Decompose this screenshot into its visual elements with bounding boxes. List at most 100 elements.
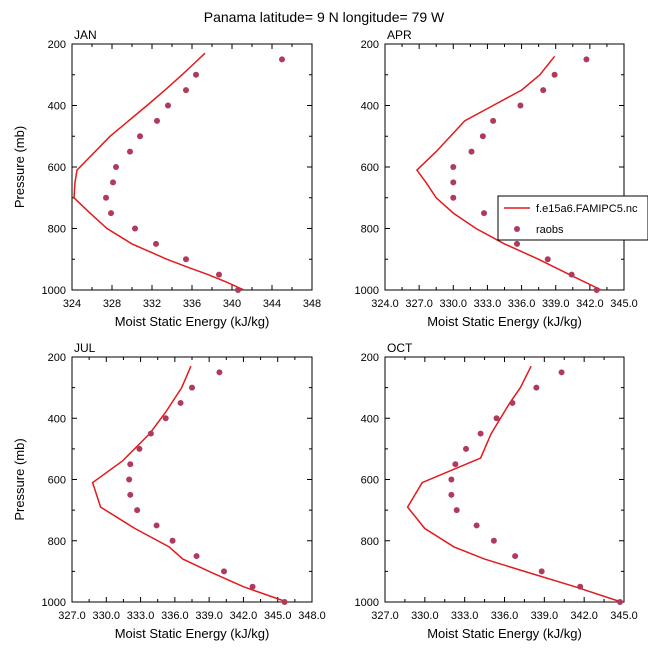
raobs-point xyxy=(147,430,154,437)
panel-jul: 327.0 330.0 333.0 336.0 339.0 342.0 345.0 348.0… xyxy=(12,341,326,641)
x-tick-label: 328 xyxy=(103,298,121,310)
raobs-point xyxy=(193,553,200,560)
y-axis-label: Pressure (mb) xyxy=(12,438,27,520)
raobs-point xyxy=(490,537,497,544)
raobs-point xyxy=(137,133,143,140)
raobs-point xyxy=(113,164,119,170)
figure-title: Panama latitude= 9 N longitude= 79 W xyxy=(204,9,445,25)
raobs-point xyxy=(216,369,223,376)
x-tick-label: 333.0 xyxy=(127,610,155,622)
panel-title: JAN xyxy=(74,28,97,42)
raobs-point xyxy=(490,117,497,124)
y-tick-label: 1000 xyxy=(42,597,66,609)
raobs-point xyxy=(577,583,584,590)
x-axis-label: Moist Static Energy (kJ/kg) xyxy=(427,314,582,329)
raobs-point xyxy=(177,399,184,406)
x-tick-label: 330.0 xyxy=(93,610,121,622)
raobs-point xyxy=(533,384,540,391)
x-tick-label: 324 xyxy=(63,298,81,310)
raobs-point xyxy=(544,256,551,263)
raobs-point xyxy=(514,240,521,247)
x-tick-label: 333.0 xyxy=(474,298,502,310)
y-tick-label: 600 xyxy=(48,162,66,174)
raobs-point xyxy=(221,568,227,575)
y-tick-label: 800 xyxy=(48,224,66,236)
x-tick-label: 336.0 xyxy=(508,298,536,310)
panel-apr: 324.0 327.0 330.0 333.0 336.0 339.0 342.0 345.0… xyxy=(355,28,638,329)
raobs-point xyxy=(154,117,160,124)
model-series-line xyxy=(73,52,245,291)
x-tick-label: 324.0 xyxy=(371,298,399,310)
legend-obs-label: raobs xyxy=(536,224,564,236)
raobs-point xyxy=(281,599,288,605)
raobs-point xyxy=(551,71,558,78)
x-tick-label: 333.0 xyxy=(451,610,479,622)
raobs-point xyxy=(462,445,469,452)
y-tick-label: 200 xyxy=(48,39,66,51)
raobs-point xyxy=(448,476,455,483)
raobs-point xyxy=(165,102,171,109)
x-tick-label: 339.0 xyxy=(195,610,223,622)
x-axis-label: Moist Static Energy (kJ/kg) xyxy=(115,314,270,329)
x-tick-label: 348 xyxy=(303,298,321,310)
y-tick-label: 600 xyxy=(361,475,379,487)
raobs-point xyxy=(479,133,486,140)
raobs-point xyxy=(249,583,256,590)
raobs-point xyxy=(481,210,488,217)
raobs-point xyxy=(110,179,116,186)
model-series-line xyxy=(415,55,602,291)
plot-frame xyxy=(71,43,313,291)
raobs-point xyxy=(189,384,195,391)
raobs-point xyxy=(450,194,457,201)
panel-title: OCT xyxy=(387,341,413,355)
y-tick-label: 800 xyxy=(361,224,379,236)
raobs-point xyxy=(134,507,141,514)
y-axis-label: Pressure (mb) xyxy=(12,126,27,208)
x-tick-label: 330.0 xyxy=(411,610,439,622)
y-tick-label: 400 xyxy=(48,101,66,113)
y-tick-label: 200 xyxy=(361,352,379,364)
y-tick-label: 800 xyxy=(48,536,66,548)
x-tick-label: 336.0 xyxy=(161,610,189,622)
raobs-point xyxy=(468,148,475,155)
raobs-point xyxy=(153,522,160,529)
x-tick-label: 327.0 xyxy=(371,610,399,622)
plot-frame xyxy=(71,356,313,603)
y-tick-label: 200 xyxy=(361,39,379,51)
raobs-point xyxy=(108,210,114,217)
raobs-point xyxy=(568,271,575,278)
x-tick-label: 340 xyxy=(223,298,241,310)
y-tick-label: 400 xyxy=(48,413,66,425)
x-axis-label: Moist Static Energy (kJ/kg) xyxy=(427,626,582,641)
x-tick-label: 327.0 xyxy=(58,610,86,622)
raobs-point xyxy=(132,225,138,232)
raobs-point xyxy=(183,87,189,94)
raobs-point xyxy=(169,537,176,544)
raobs-point xyxy=(450,164,457,170)
raobs-point xyxy=(127,491,134,498)
y-tick-label: 600 xyxy=(48,475,66,487)
raobs-point xyxy=(517,102,524,109)
raobs-point xyxy=(540,87,547,94)
y-tick-label: 400 xyxy=(361,101,379,113)
raobs-point xyxy=(473,522,480,529)
raobs-point xyxy=(153,240,159,247)
x-tick-label: 342.0 xyxy=(570,610,598,622)
x-tick-label: 339.0 xyxy=(542,298,570,310)
x-tick-label: 339.0 xyxy=(531,610,559,622)
legend-box xyxy=(497,195,648,241)
raobs-point xyxy=(453,507,460,514)
x-tick-label: 345.0 xyxy=(610,610,638,622)
panel-jan: 324 328 332 336 340 344 348 200 400 600 800 1000 JAN… xyxy=(12,28,321,329)
legend: f.e15a6.FAMIPC5.nc raobs xyxy=(497,195,648,241)
x-tick-label: 330.0 xyxy=(440,298,468,310)
raobs-point xyxy=(617,599,624,605)
x-axis-label: Moist Static Energy (kJ/kg) xyxy=(115,626,270,641)
raobs-point xyxy=(583,56,590,63)
x-tick-label: 342.0 xyxy=(230,610,258,622)
panels: 324 328 332 336 340 344 348 200 400 600 800 1000 JAN… xyxy=(12,28,638,641)
x-tick-label: 336 xyxy=(183,298,201,310)
raobs-point xyxy=(477,430,484,437)
raobs-point xyxy=(193,71,199,78)
